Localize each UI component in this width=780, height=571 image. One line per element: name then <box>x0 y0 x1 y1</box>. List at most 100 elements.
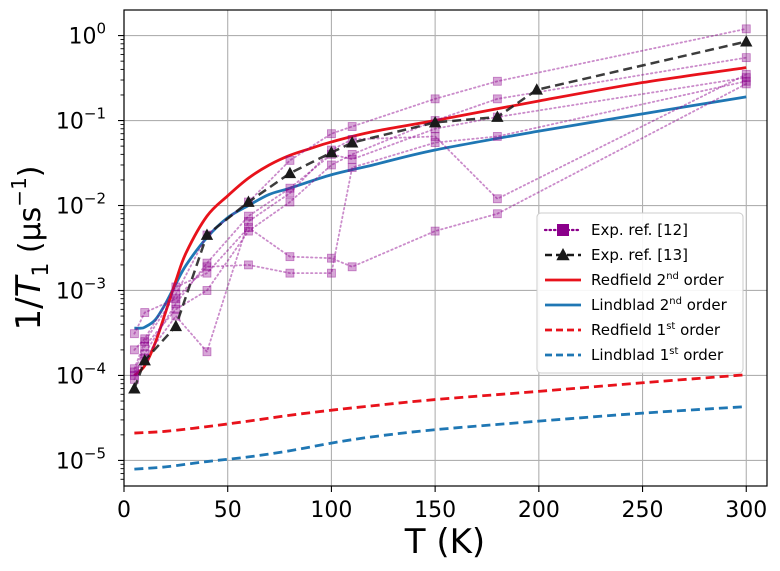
legend-item-lin2: Lindblad 2nd order <box>545 296 728 314</box>
exp-ref-12-point <box>285 155 295 165</box>
exp-ref-13-point <box>740 35 753 47</box>
exp-ref-12-point <box>129 345 139 355</box>
exp-ref-12-point <box>430 138 440 148</box>
legend-item-exp12: Exp. ref. [12] <box>543 221 688 239</box>
legend-swatch-marker <box>557 224 569 236</box>
series-layer <box>128 24 753 471</box>
legend-item-red2: Redfield 2nd order <box>545 271 724 289</box>
exp-ref-12-point <box>327 160 336 170</box>
exp-ref-12-point <box>741 24 751 34</box>
y-axis-title-text: 1/T1 (μs−1) <box>7 165 54 330</box>
exp-ref-12-point <box>285 252 295 262</box>
y-tick-label: 10−3 <box>56 274 106 304</box>
exp-ref-12-point <box>741 76 751 86</box>
legend-swatch-marker <box>556 248 570 261</box>
x-tick-label: 0 <box>117 498 131 523</box>
exp-ref-12-point <box>171 289 181 299</box>
exp-ref-13-point <box>428 115 442 128</box>
exp-ref-12-point <box>492 132 502 141</box>
y-tick-label: 100 <box>68 20 106 50</box>
x-tick-label: 100 <box>310 498 352 523</box>
exp-ref-12-point <box>140 308 150 317</box>
exp-ref-12-point <box>140 334 150 344</box>
exp-ref-12-point <box>430 94 440 104</box>
exp-ref-12-point <box>129 371 139 380</box>
exp-ref-12-point <box>171 282 181 292</box>
y-axis-title: 1/T1 (μs−1) <box>7 165 54 330</box>
exp-ref-12-line <box>133 27 748 370</box>
exp-ref-12-line <box>133 80 748 335</box>
legend-item-red1: Redfield 1st order <box>545 321 721 339</box>
exp-ref-12-point <box>492 209 502 219</box>
exp-ref-12-point <box>327 129 336 139</box>
exp-ref-12-point <box>347 154 357 164</box>
exp-ref-12-point <box>347 262 357 272</box>
y-tick-label: 10−4 <box>56 359 106 389</box>
legend-label: Redfield 1st order <box>591 321 721 339</box>
exp-ref-13-point <box>325 146 338 158</box>
exp-ref-12-point <box>347 163 357 172</box>
exp-ref-12-line <box>133 56 748 373</box>
exp-ref-12-point <box>327 253 336 263</box>
exp-ref-12-line <box>133 82 748 351</box>
exp-ref-12-point <box>741 69 751 79</box>
lindblad-1st-order-curve <box>134 405 747 471</box>
legend-item-exp13: Exp. ref. [13] <box>545 246 688 264</box>
exp-ref-13-point <box>138 353 151 366</box>
y-tick-label: 10−2 <box>56 190 106 220</box>
exp-ref-12-point <box>140 337 150 347</box>
exp-ref-12-point <box>129 329 139 339</box>
redfield-1st-order-curve <box>134 373 747 435</box>
exp-ref-13-point <box>530 83 543 95</box>
exp-ref-13-point <box>169 319 183 332</box>
exp-ref-12-point <box>430 226 440 236</box>
exp-ref-13-point <box>345 136 359 148</box>
exp-ref-12-point <box>741 53 751 63</box>
exp-ref-12-point <box>492 194 502 204</box>
exp-ref-13-point <box>491 110 504 122</box>
x-tick-label: 250 <box>622 498 664 523</box>
exp-ref-12-point <box>171 299 181 309</box>
tick-layer: 0 50 100 150 200 250 300 10−5 10−4 10−3 10−2 10−1 10… <box>56 20 767 523</box>
exp-ref-12-point <box>202 258 212 268</box>
y-tick-label: 10−1 <box>56 105 106 135</box>
legend-item-lin1: Lindblad 1st order <box>545 346 724 364</box>
exp-ref-13-point <box>200 228 214 240</box>
exp-ref-13-point <box>283 166 297 179</box>
x-tick-label: 50 <box>214 498 242 523</box>
exp-ref-12-point <box>492 94 502 104</box>
x-tick-label: 200 <box>518 498 560 523</box>
exp-ref-12-point <box>140 341 150 351</box>
exp-ref-12-point <box>285 268 295 278</box>
legend-label: Lindblad 1st order <box>591 346 724 364</box>
exp-ref-12-point <box>171 304 181 314</box>
legend-label: Exp. ref. [12] <box>591 221 688 239</box>
exp-ref-12-point <box>244 211 253 221</box>
exp-ref-12-point <box>202 286 212 295</box>
exp-ref-12-point <box>285 183 295 193</box>
exp-ref-12-point <box>741 79 751 89</box>
x-tick-label: 150 <box>414 498 456 523</box>
exp-ref-12-point <box>244 260 253 270</box>
exp-ref-12-point <box>347 149 357 159</box>
legend-box <box>536 212 744 374</box>
exp-ref-13-line <box>133 40 747 390</box>
exp-ref-12-point <box>244 223 253 232</box>
exp-ref-12-point <box>244 226 253 236</box>
exp-ref-12-point <box>347 122 357 131</box>
exp-ref-12-point <box>244 217 253 226</box>
legend-label: Lindblad 2nd order <box>591 296 728 314</box>
exp-ref-12-point <box>285 188 295 198</box>
legend-label: Redfield 2nd order <box>591 271 724 289</box>
exp-ref-12-point <box>492 76 502 86</box>
exp-ref-12-point <box>327 268 336 278</box>
exp-ref-12-point <box>202 268 212 278</box>
exp-ref-13-point <box>128 382 141 394</box>
exp-ref-12-point <box>202 347 212 357</box>
exp-ref-13-point <box>242 195 255 207</box>
exp-ref-12-point <box>430 132 440 141</box>
exp-ref-12-point <box>171 294 181 304</box>
exp-ref-12-point <box>129 364 139 374</box>
exp-ref-12-line <box>133 73 748 381</box>
